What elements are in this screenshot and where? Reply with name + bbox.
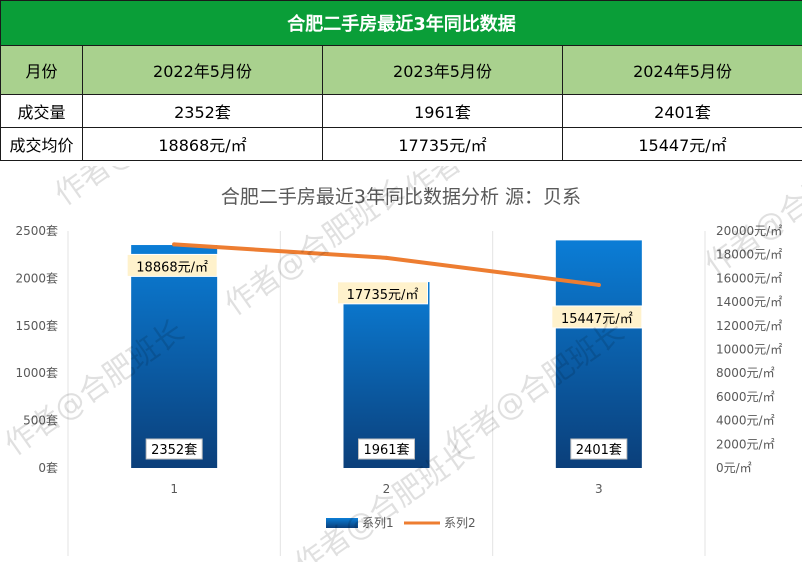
bar-data-label-box <box>358 438 415 460</box>
legend-label: 系列2 <box>444 516 476 530</box>
table-cell: 17735元/㎡ <box>322 127 563 161</box>
row-label: 成交均价 <box>0 127 83 161</box>
header-cell: 2023年5月份 <box>322 45 563 95</box>
legend-swatch-bar <box>326 518 358 528</box>
bar <box>555 240 642 468</box>
y-right-tick-label: 6000元/㎡ <box>716 390 775 404</box>
legend-label: 系列1 <box>362 516 394 530</box>
y-left-tick-label: 2500套 <box>15 224 58 238</box>
line-data-label-box <box>126 253 218 277</box>
bar-data-label-box <box>145 438 203 460</box>
table-cell: 15447元/㎡ <box>561 127 802 161</box>
x-tick-label: 1 <box>170 482 178 496</box>
line-point <box>172 242 177 247</box>
line-point <box>596 282 601 287</box>
table-cell: 18868元/㎡ <box>82 127 323 161</box>
bar-data-label: 1961套 <box>363 442 409 458</box>
bar-data-label-box <box>570 438 628 460</box>
y-left-tick-label: 500套 <box>23 414 58 428</box>
watermark-text: 作者@合肥班长 <box>49 166 241 213</box>
header-cell: 2024年5月份 <box>561 45 802 95</box>
y-left-tick-label: 1500套 <box>15 319 58 333</box>
y-left-tick-label: 1000套 <box>15 366 58 380</box>
line-data-label: 18868元/㎡ <box>136 260 208 275</box>
watermark-text: 作者@合肥班长 <box>699 166 802 283</box>
line-data-label-box <box>337 281 428 305</box>
header-cell: 2022年5月份 <box>82 45 323 95</box>
x-tick-label: 2 <box>383 482 391 496</box>
bar-data-label: 2352套 <box>151 442 197 458</box>
y-right-tick-label: 4000元/㎡ <box>716 414 775 428</box>
bar-data-label: 2401套 <box>576 442 622 458</box>
y-right-tick-label: 0元/㎡ <box>716 461 752 475</box>
chart-area: 合肥二手房最近3年同比数据分析 源：贝系 2352套 1961套 2401套 1886… <box>0 166 802 562</box>
line-data-label: 17735元/㎡ <box>347 288 419 303</box>
table-row: 成交均价 18868元/㎡ 17735元/㎡ 15447元/㎡ <box>0 127 802 161</box>
y-right-tick-label: 16000元/㎡ <box>716 271 782 285</box>
line-data-label: 15447元/㎡ <box>561 312 633 327</box>
bar <box>343 282 430 468</box>
y-right-tick-label: 8000元/㎡ <box>716 366 775 380</box>
table-cell: 2352套 <box>82 94 323 128</box>
table-row: 成交量 2352套 1961套 2401套 <box>0 94 802 128</box>
chart-title: 合肥二手房最近3年同比数据分析 源：贝系 <box>221 186 581 208</box>
y-right-tick-label: 12000元/㎡ <box>716 319 782 333</box>
table-header-row: 月份 2022年5月份 2023年5月份 2024年5月份 <box>0 45 802 95</box>
data-table: 合肥二手房最近3年同比数据 月份 2022年5月份 2023年5月份 2024年… <box>0 0 802 161</box>
y-right-tick-label: 2000元/㎡ <box>716 437 775 451</box>
row-label: 成交量 <box>0 94 83 128</box>
y-right-tick-label: 20000元/㎡ <box>716 224 782 238</box>
header-cell: 月份 <box>0 45 83 95</box>
line-series <box>172 242 601 287</box>
y-left-tick-label: 0套 <box>38 461 58 475</box>
bar <box>131 245 218 468</box>
y-right-tick-label: 10000元/㎡ <box>716 343 782 357</box>
table-cell: 1961套 <box>322 94 563 128</box>
table-title: 合肥二手房最近3年同比数据 <box>0 0 802 46</box>
line-data-label-box <box>551 305 643 329</box>
x-tick-label: 3 <box>595 482 603 496</box>
line-point <box>384 255 389 260</box>
y-right-tick-label: 14000元/㎡ <box>716 295 782 309</box>
combo-chart: 合肥二手房最近3年同比数据分析 源：贝系 2352套 1961套 2401套 1886… <box>0 166 802 562</box>
y-right-tick-label: 18000元/㎡ <box>716 248 782 262</box>
table-cell: 2401套 <box>561 94 802 128</box>
y-left-tick-label: 2000套 <box>15 271 58 285</box>
